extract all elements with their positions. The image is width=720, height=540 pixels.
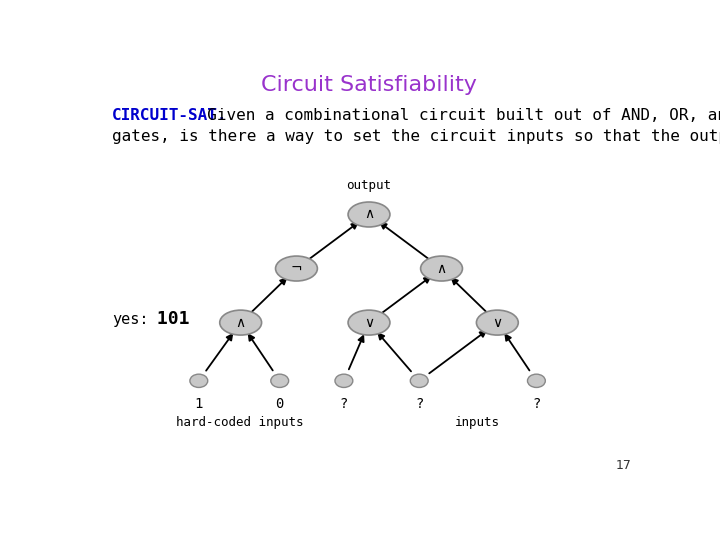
Text: ∧: ∧: [235, 315, 246, 329]
Text: 0: 0: [276, 397, 284, 411]
Text: Given a combinational circuit built out of AND, OR, and NOT: Given a combinational circuit built out …: [188, 109, 720, 124]
Circle shape: [190, 374, 208, 388]
Text: hard-coded inputs: hard-coded inputs: [176, 416, 303, 429]
Text: ?: ?: [340, 397, 348, 411]
Text: 17: 17: [616, 460, 631, 472]
Circle shape: [335, 374, 353, 388]
Text: gates, is there a way to set the circuit inputs so that the output is 1?: gates, is there a way to set the circuit…: [112, 129, 720, 144]
Text: output: output: [346, 179, 392, 192]
Text: ?: ?: [415, 397, 423, 411]
Text: yes:: yes:: [112, 312, 149, 327]
Ellipse shape: [220, 310, 261, 335]
Ellipse shape: [420, 256, 462, 281]
Text: CIRCUIT-SAT.: CIRCUIT-SAT.: [112, 109, 228, 124]
Circle shape: [528, 374, 545, 388]
Text: inputs: inputs: [455, 416, 500, 429]
Text: 101: 101: [145, 310, 189, 328]
Text: ∧: ∧: [364, 207, 374, 221]
Ellipse shape: [348, 202, 390, 227]
Text: 1: 1: [194, 397, 203, 411]
Circle shape: [410, 374, 428, 388]
Text: ?: ?: [532, 397, 541, 411]
Text: ∧: ∧: [436, 261, 446, 275]
Text: ∨: ∨: [364, 315, 374, 329]
Ellipse shape: [348, 310, 390, 335]
Circle shape: [271, 374, 289, 388]
Ellipse shape: [477, 310, 518, 335]
Ellipse shape: [276, 256, 318, 281]
Text: ∨: ∨: [492, 315, 503, 329]
Text: Circuit Satisfiability: Circuit Satisfiability: [261, 75, 477, 95]
Text: ¬: ¬: [291, 261, 302, 275]
